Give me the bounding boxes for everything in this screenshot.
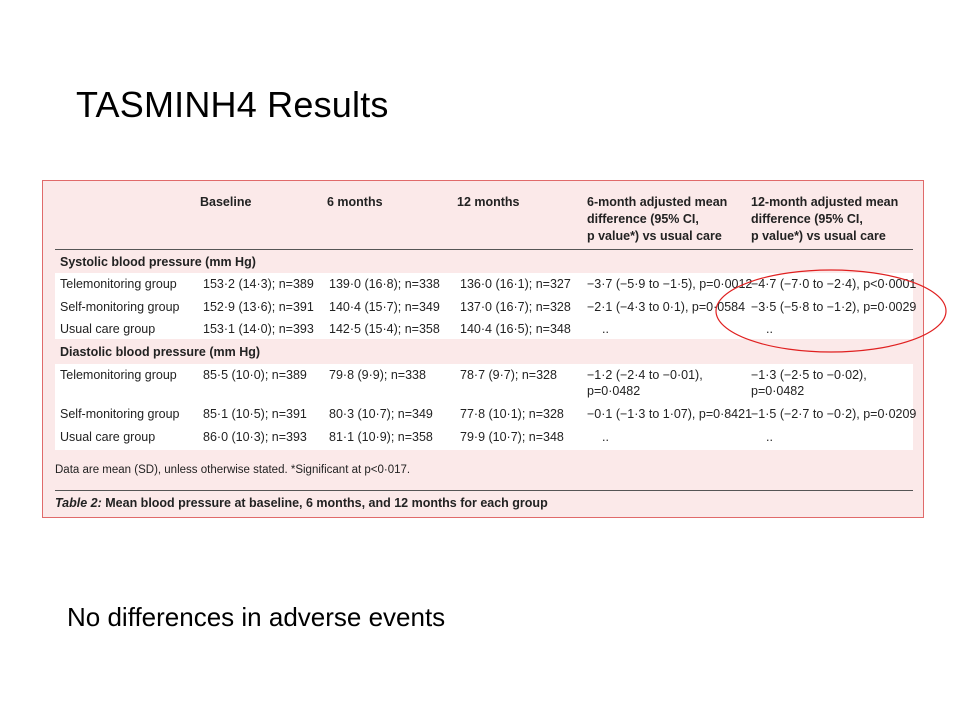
table-cell-m12: 137·0 (16·7); n=328 bbox=[460, 300, 571, 314]
table-cell-diff6: p=0·0482 bbox=[587, 384, 641, 398]
header-line: difference (95% CI, bbox=[587, 212, 699, 226]
table-cell-diff6: −1·2 (−2·4 to −0·01), bbox=[587, 368, 703, 382]
caption-text: Mean blood pressure at baseline, 6 month… bbox=[101, 496, 548, 510]
caption-label: Table 2: bbox=[55, 496, 102, 510]
table-cell-baseline: 86·0 (10·3); n=393 bbox=[203, 430, 307, 444]
row-label: Telemonitoring group bbox=[60, 277, 177, 291]
header-6-months: 6 months bbox=[327, 195, 383, 209]
row-label: Self-monitoring group bbox=[60, 300, 180, 314]
row-label: Self-monitoring group bbox=[60, 407, 180, 421]
table-cell-m6: 139·0 (16·8); n=338 bbox=[329, 277, 440, 291]
table-cell-m6: 79·8 (9·9); n=338 bbox=[329, 368, 426, 382]
section-band bbox=[55, 364, 913, 450]
header-divider bbox=[55, 249, 913, 250]
table-cell-baseline: 153·1 (14·0); n=393 bbox=[203, 322, 314, 336]
adverse-events-note: No differences in adverse events bbox=[67, 602, 446, 632]
table-cell-m6: 142·5 (15·4); n=358 bbox=[329, 322, 440, 336]
row-label: Usual care group bbox=[60, 430, 156, 444]
table-cell-m12: 79·9 (10·7); n=348 bbox=[460, 430, 564, 444]
table-cell-m6: 80·3 (10·7); n=349 bbox=[329, 407, 433, 421]
table-cell-diff6: −2·1 (−4·3 to 0·1), p=0·0584 bbox=[587, 300, 746, 314]
table-caption: Table 2: Mean blood pressure at baseline… bbox=[55, 496, 548, 510]
section-title: Diastolic blood pressure (mm Hg) bbox=[60, 345, 261, 359]
header-line: p value*) vs usual care bbox=[751, 229, 886, 243]
table-footnote: Data are mean (SD), unless otherwise sta… bbox=[55, 464, 411, 476]
section-title: Systolic blood pressure (mm Hg) bbox=[60, 255, 256, 269]
footnote-divider bbox=[55, 490, 913, 491]
table-cell-m12: 78·7 (9·7); n=328 bbox=[460, 368, 557, 382]
table-cell-baseline: 152·9 (13·6); n=391 bbox=[203, 300, 314, 314]
row-label: Telemonitoring group bbox=[60, 368, 177, 382]
header-12-month-difference: 12-month adjusted mean difference (95% C… bbox=[751, 194, 898, 245]
table-cell-baseline: 85·5 (10·0); n=389 bbox=[203, 368, 307, 382]
header-line: difference (95% CI, bbox=[751, 212, 863, 226]
slide-title: TASMINH4 Results bbox=[76, 84, 389, 125]
row-label: Usual care group bbox=[60, 322, 156, 336]
table-cell-m12: 136·0 (16·1); n=327 bbox=[460, 277, 571, 291]
table-cell-diff12: −1·3 (−2·5 to −0·02), bbox=[751, 368, 867, 382]
table-cell-diff6: .. bbox=[602, 430, 609, 444]
table-cell-m6: 81·1 (10·9); n=358 bbox=[329, 430, 433, 444]
header-baseline: Baseline bbox=[200, 195, 252, 209]
table-cell-diff6: .. bbox=[602, 322, 609, 336]
table-cell-diff12: −4·7 (−7·0 to −2·4), p<0·0001 bbox=[751, 277, 917, 291]
header-line: p value*) vs usual care bbox=[587, 229, 722, 243]
table-cell-baseline: 153·2 (14·3); n=389 bbox=[203, 277, 314, 291]
results-table: Baseline 6 months 12 months 6-month adju… bbox=[42, 180, 924, 518]
table-cell-baseline: 85·1 (10·5); n=391 bbox=[203, 407, 307, 421]
header-line: 12-month adjusted mean bbox=[751, 195, 899, 209]
table-cell-diff12: .. bbox=[766, 322, 773, 336]
table-cell-diff12: .. bbox=[766, 430, 773, 444]
table-cell-m12: 77·8 (10·1); n=328 bbox=[460, 407, 564, 421]
table-cell-diff12: p=0·0482 bbox=[751, 384, 805, 398]
table-cell-diff6: −0·1 (−1·3 to 1·07), p=0·8421 bbox=[587, 407, 753, 421]
header-line: 6-month adjusted mean bbox=[587, 195, 728, 209]
table-cell-diff6: −3·7 (−5·9 to −1·5), p=0·0012 bbox=[587, 277, 753, 291]
table-cell-diff12: −3·5 (−5·8 to −1·2), p=0·0029 bbox=[751, 300, 917, 314]
table-cell-m12: 140·4 (16·5); n=348 bbox=[460, 322, 571, 336]
header-6-month-difference: 6-month adjusted mean difference (95% CI… bbox=[587, 194, 727, 245]
table-cell-m6: 140·4 (15·7); n=349 bbox=[329, 300, 440, 314]
header-12-months: 12 months bbox=[457, 195, 520, 209]
table-cell-diff12: −1·5 (−2·7 to −0·2), p=0·0209 bbox=[751, 407, 917, 421]
